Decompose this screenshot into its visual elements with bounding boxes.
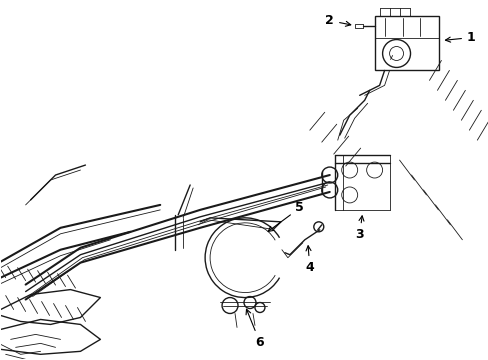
Text: 2: 2 <box>325 14 350 27</box>
Text: 3: 3 <box>355 216 363 241</box>
Text: 6: 6 <box>245 309 264 349</box>
Text: 4: 4 <box>305 246 314 274</box>
Text: 5: 5 <box>267 201 304 231</box>
Text: 1: 1 <box>445 31 475 44</box>
